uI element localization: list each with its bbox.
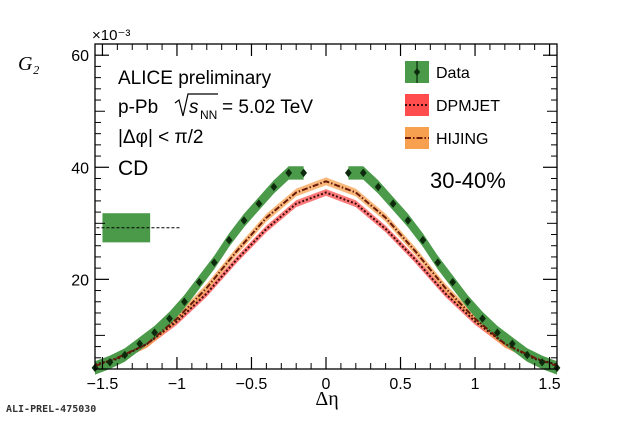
dpmjet-line: [94, 191, 558, 366]
model-curves: [94, 180, 558, 368]
data-point: [136, 339, 144, 348]
data-point: [106, 358, 114, 367]
data-point: [255, 199, 263, 208]
y-tick-label: 40: [71, 160, 89, 177]
hijing-band: [95, 177, 557, 371]
model-bands: [95, 166, 557, 375]
data-point: [240, 216, 248, 225]
data-point: [404, 216, 412, 225]
y-axis-label: G₂: [18, 53, 39, 75]
data-point: [195, 277, 203, 287]
energy-value: = 5.02 TeV: [222, 97, 313, 118]
legend-label-data: Data: [436, 65, 470, 82]
legend-marker: [413, 68, 421, 76]
dpmjet-band: [95, 189, 557, 368]
data-point: [464, 297, 471, 306]
x-axis-label: Δη: [315, 388, 338, 410]
delta-phi-cut: |Δφ| < π/2: [118, 127, 204, 148]
data-point: [181, 297, 188, 306]
x-tick-label: 1: [471, 376, 480, 393]
x-tick-label: 1.5: [538, 376, 560, 393]
data-point: [344, 168, 352, 178]
system-prefix: p-Pb: [118, 97, 158, 118]
data-point: [359, 168, 367, 178]
energy-subscript: NN: [200, 108, 217, 122]
x-tick-label: −0.5: [236, 376, 268, 393]
data-point: [538, 358, 546, 367]
x-axis-ticks: −1.5 −1 −0.5 0 0.5 1 1.5: [87, 44, 561, 393]
preliminary-id-tag: ALI-PREL-475030: [6, 404, 97, 415]
data-point: [494, 328, 501, 337]
data-point: [479, 314, 486, 323]
data-point: [225, 235, 233, 245]
x-tick-label: −1: [168, 376, 186, 393]
component-label: CD: [118, 157, 148, 180]
data-point: [434, 258, 442, 267]
data-point: [449, 277, 457, 287]
data-point: [285, 168, 293, 178]
data-point: [121, 350, 129, 360]
y-tick-label: 20: [71, 272, 89, 289]
collision-system-label: p-Pb s NN = 5.02 TeV: [118, 93, 313, 122]
data-series: [91, 168, 561, 373]
y-tick-label: 60: [71, 48, 89, 65]
legend-label-hijing: HIJING: [436, 131, 488, 148]
x-tick-label: 0: [322, 376, 331, 393]
sqrt-sign-icon: [174, 93, 218, 117]
energy-symbol: s: [189, 97, 199, 118]
experiment-label: ALICE preliminary: [118, 68, 272, 89]
data-band-right: [348, 166, 557, 375]
data-point: [166, 314, 173, 323]
data-point: [210, 258, 218, 267]
legend-label-dpmjet: DPMJET: [436, 98, 500, 115]
systematic-uncertainty-box: [96, 213, 180, 243]
data-point: [300, 168, 308, 178]
data-point: [523, 350, 531, 360]
data-point: [151, 328, 158, 337]
legend: Data DPMJET HIJING: [405, 61, 500, 149]
data-point: [374, 182, 382, 192]
x-tick-label: 0.5: [389, 376, 411, 393]
data-point: [508, 339, 516, 348]
data-point: [419, 235, 427, 245]
hijing-line: [94, 180, 558, 368]
data-band-left: [95, 166, 304, 375]
y-multiplier: ×10⁻³: [92, 27, 130, 44]
centrality-label: 30-40%: [430, 168, 506, 193]
data-point: [389, 199, 397, 208]
x-tick-label: −1.5: [87, 376, 119, 393]
data-point: [270, 182, 278, 192]
y-axis-ticks: 20 40 60: [71, 48, 557, 359]
